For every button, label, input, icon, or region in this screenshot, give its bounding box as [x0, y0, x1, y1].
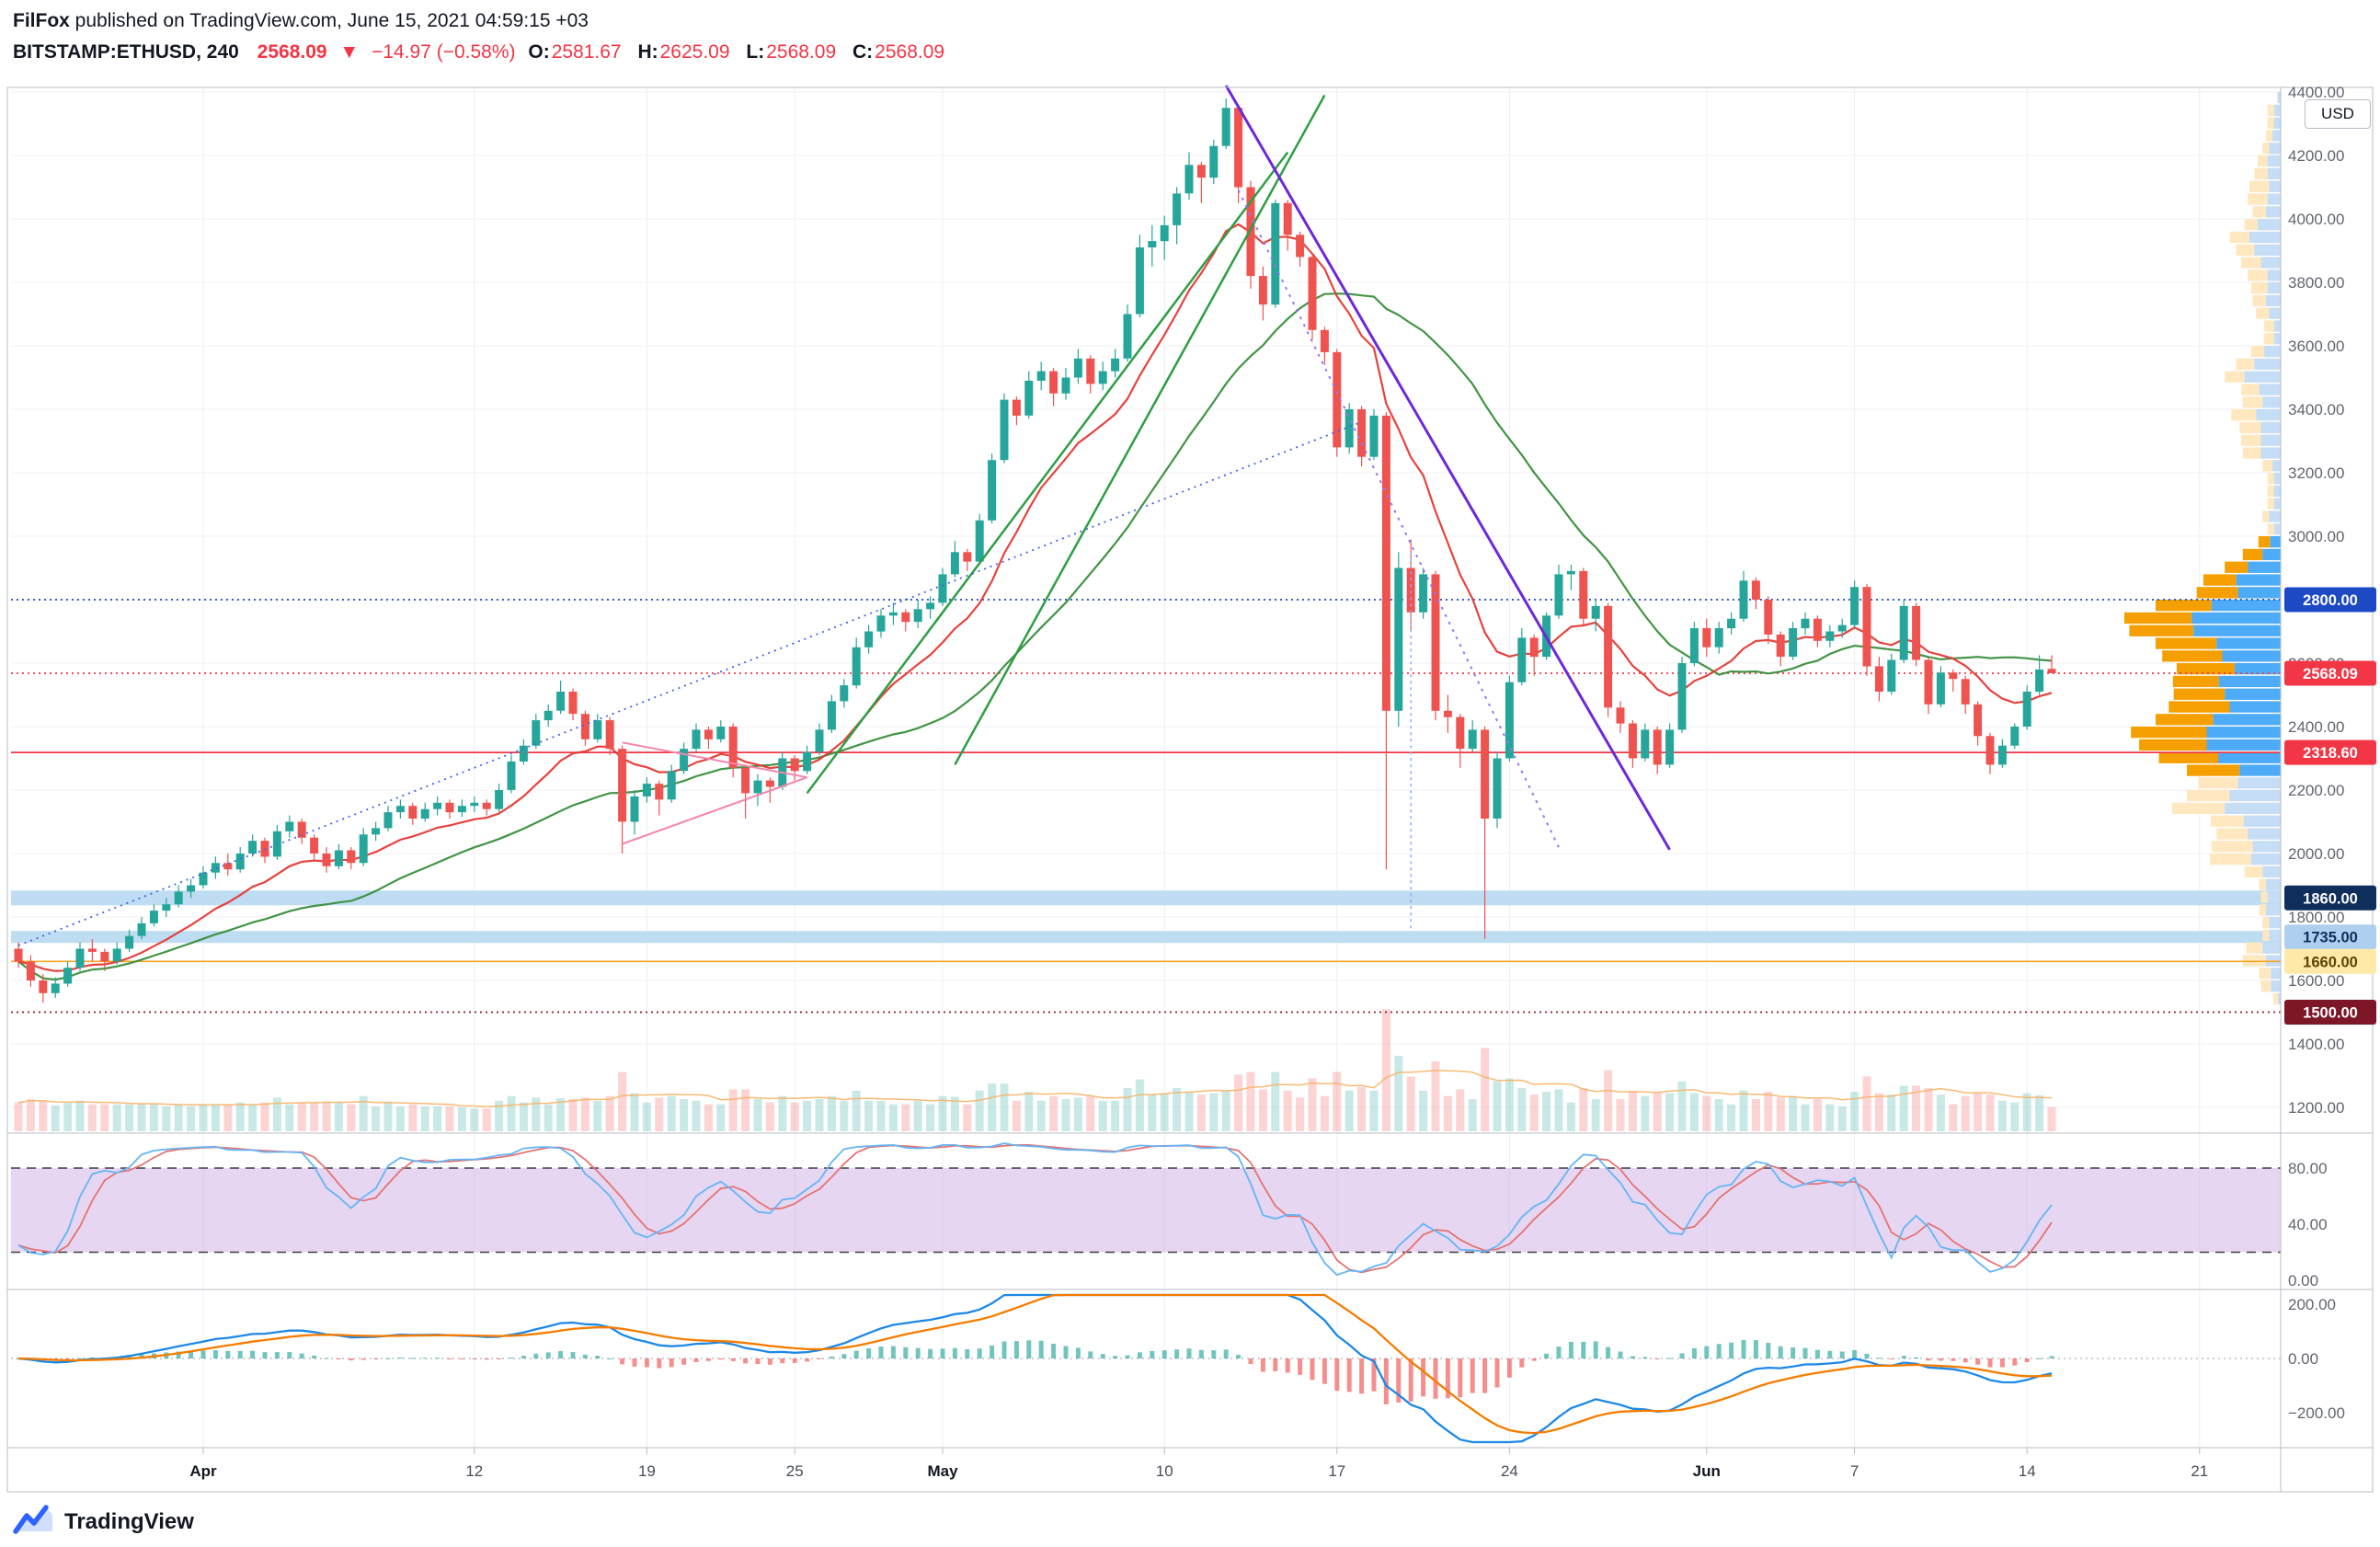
descending-trendline-purple[interactable] — [1224, 85, 1671, 851]
stochastic-panel — [11, 1142, 2281, 1277]
long-term-dotted-blue[interactable] — [17, 420, 1362, 946]
macd-line — [17, 1293, 2053, 1444]
time-axis-label: 25 — [786, 1462, 804, 1480]
svg-text:1860.00: 1860.00 — [2303, 890, 2358, 907]
time-axis-label: Jun — [1693, 1462, 1721, 1480]
price-axis-label: 3400.00 — [2288, 401, 2344, 418]
price-axis-label: 4200.00 — [2288, 147, 2344, 165]
symbol-legend: BITSTAMP:ETHUSD, 240 2568.09 ▼ −14.97 (−… — [13, 37, 955, 68]
time-axis-label: 10 — [1156, 1462, 1173, 1480]
currency-toggle-button[interactable]: USD — [2305, 99, 2371, 129]
chart-header: FilFox published on TradingView.com, Jun… — [13, 6, 955, 68]
volume-bars — [14, 1009, 2056, 1131]
price-level-badge[interactable] — [2284, 587, 2376, 613]
pink-pennant-upper[interactable] — [622, 741, 807, 779]
tradingview-logo-icon[interactable] — [13, 1503, 55, 1541]
support-band[interactable] — [11, 890, 2281, 906]
time-axis-label: 19 — [638, 1462, 656, 1480]
price-level-badge[interactable] — [2284, 924, 2376, 950]
candles — [14, 97, 2056, 1003]
macd-signal-line — [17, 1293, 2053, 1435]
macd-panel — [11, 1293, 2281, 1444]
time-axis-label: May — [927, 1462, 958, 1480]
price-axis-label: 1200.00 — [2288, 1099, 2344, 1117]
time-axis-label: 14 — [2019, 1462, 2036, 1480]
price-change: −14.97 (−0.58%) — [372, 41, 516, 63]
price-axis-label: 1400.00 — [2288, 1036, 2344, 1053]
price-axis[interactable]: 1200.00 1400.00 1600.00 1800.00 2000.00 2200.… — [2284, 84, 2376, 1422]
time-axis-label: 12 — [465, 1462, 483, 1480]
stoch-k-line — [17, 1142, 2053, 1277]
support-band[interactable] — [11, 931, 2281, 944]
price-axis-label: 2000.00 — [2288, 845, 2344, 863]
price-axis-label: 2200.00 — [2288, 782, 2344, 799]
svg-text:200.00: 200.00 — [2288, 1296, 2336, 1313]
svg-text:2800.00: 2800.00 — [2303, 592, 2358, 609]
price-level-badge[interactable] — [2284, 885, 2376, 911]
price-axis-label: 1800.00 — [2288, 909, 2344, 926]
time-axis-label: 17 — [1328, 1462, 1345, 1480]
svg-text:2318.60: 2318.60 — [2303, 745, 2358, 762]
stoch-d-line — [17, 1143, 2053, 1274]
svg-text:40.00: 40.00 — [2288, 1216, 2328, 1233]
publish-info: published on TradingView.com, June 15, 2… — [69, 10, 589, 31]
svg-text:80.00: 80.00 — [2288, 1160, 2328, 1177]
descending-trendline-violet-dotted[interactable] — [1237, 189, 1560, 848]
price-axis-label: 3000.00 — [2288, 528, 2344, 545]
high-label: H: — [637, 41, 658, 63]
time-axis[interactable]: Apr 12 19 25 May 10 17 24 Jun 7 14 21 — [189, 1448, 2208, 1480]
down-arrow-icon: ▼ — [339, 41, 360, 63]
price-axis-label: 1600.00 — [2288, 972, 2344, 990]
open-label: O: — [528, 41, 550, 63]
svg-text:0.00: 0.00 — [2288, 1350, 2318, 1368]
svg-text:−200.00: −200.00 — [2288, 1404, 2345, 1422]
svg-text:0.00: 0.00 — [2288, 1272, 2318, 1289]
price-level-badge[interactable] — [2284, 739, 2376, 765]
price-axis-label: 3800.00 — [2288, 274, 2344, 292]
ascending-trendline-green-1[interactable] — [806, 151, 1289, 795]
svg-text:1735.00: 1735.00 — [2303, 930, 2358, 946]
low-label: L: — [746, 41, 765, 63]
price-level-badge[interactable] — [2284, 660, 2376, 686]
open-value: 2581.67 — [551, 41, 622, 63]
price-axis-label: 2400.00 — [2288, 718, 2344, 736]
volume-profile — [2124, 92, 2281, 1005]
time-axis-label: 21 — [2191, 1462, 2208, 1480]
price-level-badge[interactable] — [2284, 948, 2376, 974]
price-axis-label: 3600.00 — [2288, 338, 2344, 355]
close-label: C: — [852, 41, 874, 63]
time-axis-label: 24 — [1501, 1462, 1518, 1480]
price-axis-label: 4000.00 — [2288, 211, 2344, 228]
high-value: 2625.09 — [659, 41, 730, 63]
time-axis-label: Apr — [189, 1462, 217, 1480]
svg-text:2568.09: 2568.09 — [2303, 666, 2358, 682]
price-axis-label: 3200.00 — [2288, 464, 2344, 482]
footer: TradingView — [13, 1503, 194, 1541]
publisher-name: FilFox — [13, 10, 70, 31]
pink-pennant-lower[interactable] — [622, 776, 807, 845]
last-price: 2568.09 — [257, 41, 327, 63]
ascending-trendline-green-2[interactable] — [954, 94, 1326, 766]
svg-text:1660.00: 1660.00 — [2303, 954, 2358, 970]
tradingview-brand[interactable]: TradingView — [64, 1508, 194, 1534]
svg-text:1500.00: 1500.00 — [2303, 1005, 2358, 1022]
ma-slow-green — [17, 292, 2053, 981]
price-level-badge[interactable] — [2284, 1000, 2376, 1025]
time-axis-label: 7 — [1850, 1462, 1859, 1480]
close-value: 2568.09 — [875, 41, 945, 63]
price-axis-label: 4400.00 — [2288, 84, 2344, 101]
publish-line: FilFox published on TradingView.com, Jun… — [13, 6, 955, 37]
low-value: 2568.09 — [766, 41, 837, 63]
ma-fast-red — [17, 223, 2053, 972]
symbol-title[interactable]: BITSTAMP:ETHUSD, 240 — [13, 41, 239, 63]
